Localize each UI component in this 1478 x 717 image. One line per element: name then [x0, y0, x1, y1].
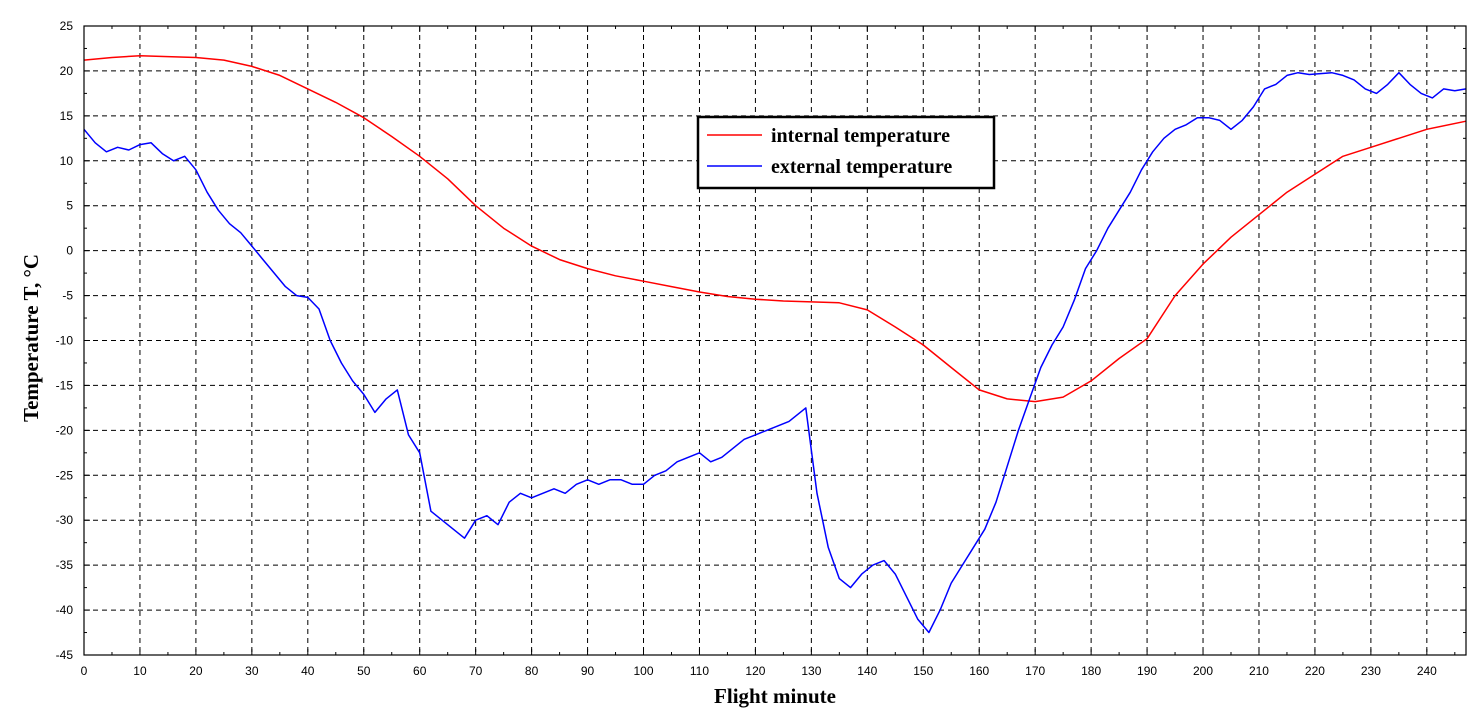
legend-label-external: external temperature — [771, 156, 952, 178]
y-axis-title: Temperature T, °C — [19, 254, 43, 422]
y-tick-label: 5 — [66, 199, 73, 213]
x-tick-label: 20 — [189, 664, 203, 678]
x-axis-title: Flight minute — [714, 684, 836, 708]
x-tick-label: 210 — [1249, 664, 1269, 678]
series-line-external — [83, 71, 1467, 634]
y-tick-label: 10 — [60, 154, 74, 168]
y-tick-label: -30 — [56, 513, 74, 527]
x-tick-label: 10 — [133, 664, 147, 678]
series-lines — [83, 54, 1467, 634]
x-tick-label: 0 — [81, 664, 88, 678]
y-tick-label: -40 — [56, 603, 74, 617]
legend: internal temperature external temperatur… — [696, 115, 996, 190]
x-tick-label: 180 — [1081, 664, 1101, 678]
y-tick-label: -20 — [56, 423, 74, 437]
x-tick-label: 40 — [301, 664, 315, 678]
x-tick-label: 220 — [1305, 664, 1325, 678]
x-tick-label: 30 — [245, 664, 259, 678]
x-tick-label: 100 — [633, 664, 653, 678]
x-tick-label: 120 — [745, 664, 765, 678]
x-tick-label: 160 — [969, 664, 989, 678]
y-tick-label: -35 — [56, 558, 74, 572]
y-tick-label: 0 — [66, 244, 73, 258]
x-tick-label: 240 — [1417, 664, 1437, 678]
x-tick-label: 90 — [581, 664, 595, 678]
grid — [84, 26, 1466, 655]
y-tick-label: 15 — [60, 109, 74, 123]
y-tick-label: -25 — [56, 468, 74, 482]
x-tick-label: 110 — [690, 664, 709, 678]
x-tick-label: 130 — [801, 664, 821, 678]
x-tick-label: 70 — [469, 664, 483, 678]
legend-label-internal: internal temperature — [771, 125, 950, 147]
x-tick-label: 170 — [1025, 664, 1045, 678]
y-tick-label: 25 — [60, 19, 74, 33]
y-tick-label: -15 — [56, 378, 74, 392]
legend-box — [696, 115, 996, 190]
series-line-internal — [83, 54, 1467, 403]
x-tick-label: 60 — [413, 664, 427, 678]
x-tick-label: 190 — [1137, 664, 1157, 678]
x-tick-label: 200 — [1193, 664, 1213, 678]
plot-frame — [83, 25, 1467, 656]
x-tick-label: 150 — [913, 664, 933, 678]
x-tick-label: 140 — [857, 664, 877, 678]
y-tick-label: -10 — [56, 334, 74, 348]
y-tick-label: 20 — [60, 64, 74, 78]
x-tick-labels: 0 10 20 30 40 50 60 70 80 90 100 110 120 130 140 150 160… — [81, 664, 1438, 678]
x-tick-label: 50 — [357, 664, 371, 678]
y-tick-label: -5 — [62, 289, 73, 303]
y-tick-labels: 25 20 15 10 5 0 -5 -10 -15 -20 -25 -30 -35 -40 -45 — [56, 19, 74, 662]
x-tick-label: 80 — [525, 664, 539, 678]
y-tick-label: -45 — [56, 648, 74, 662]
x-tick-label: 230 — [1361, 664, 1381, 678]
